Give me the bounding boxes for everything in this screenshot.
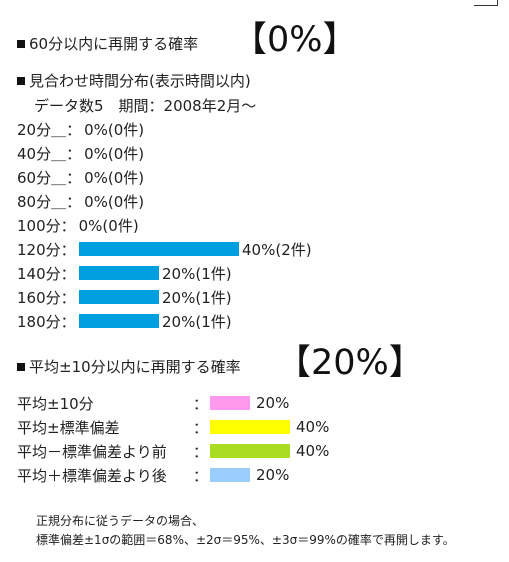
distribution-row: 160分： 20%(1件) <box>17 285 232 309</box>
section1-percent: 【0%】 <box>232 20 358 60</box>
probability-bar <box>210 396 251 410</box>
distribution-row-label: 180分： <box>17 312 76 331</box>
probability-row-separator: ： <box>193 466 209 485</box>
probability-bar <box>210 444 291 458</box>
distribution-row: 120分： 40%(2件) <box>17 237 312 261</box>
probability-row-value: 20% <box>256 466 290 484</box>
probability-row-separator: ： <box>193 394 209 413</box>
probability-bar <box>210 420 291 434</box>
distribution-bar <box>79 314 159 328</box>
distribution-row-value: 0%(0件) <box>84 192 145 211</box>
distribution-row: 20分＿： 0%(0件) <box>17 117 144 141</box>
probability-row-label: 平均－標準偏差より前 <box>17 442 167 461</box>
bullet-square-icon <box>17 362 25 371</box>
distribution-row-value: 0%(0件) <box>78 216 139 235</box>
probability-row-value: 40% <box>296 418 330 436</box>
probability-row-label: 平均±標準偏差 <box>17 418 120 437</box>
distribution-row: 80分＿： 0%(0件) <box>17 189 144 213</box>
probability-row-separator: ： <box>193 442 209 461</box>
corner-mark <box>474 0 498 6</box>
probability-row: 平均±標準偏差 ： 40% <box>17 415 329 439</box>
distribution-row-value: 20%(1件) <box>162 288 232 307</box>
section1-title: 60分以内に再開する確率 <box>29 35 199 53</box>
distribution-row-label: 120分： <box>17 240 76 259</box>
distribution-row: 100分： 0%(0件) <box>17 213 139 237</box>
probability-row-value: 20% <box>256 394 290 412</box>
probability-row-separator: ： <box>193 418 209 437</box>
distribution-row-value: 0%(0件) <box>84 120 145 139</box>
probability-row: 平均＋標準偏差より後 ： 20% <box>17 463 289 487</box>
note-line-1: 正規分布に従うデータの場合、 <box>36 514 205 528</box>
distribution-row-value: 20%(1件) <box>162 264 232 283</box>
distribution-row-label: 160分： <box>17 288 76 307</box>
distribution-row-label: 60分＿： <box>17 168 82 187</box>
note-line-2: 標準偏差±1σの範囲＝68%、±2σ＝95%、±3σ＝99%の確率で再開します。 <box>36 533 455 547</box>
probability-row-label: 平均±10分 <box>17 394 94 413</box>
distribution-row: 180分： 20%(1件) <box>17 309 232 333</box>
distribution-row: 40分＿： 0%(0件) <box>17 141 144 165</box>
probability-row: 平均±10分 ： 20% <box>17 391 289 415</box>
distribution-row-label: 100分： <box>17 216 76 235</box>
probability-row-label: 平均＋標準偏差より後 <box>17 466 167 485</box>
section3-percent: 【20%】 <box>276 343 424 383</box>
probability-bar <box>210 468 251 482</box>
bullet-square-icon <box>17 39 25 48</box>
distribution-row-value: 0%(0件) <box>84 168 145 187</box>
distribution-bar <box>79 266 159 280</box>
section1-heading: 60分以内に再開する確率 <box>17 33 198 54</box>
probability-row: 平均－標準偏差より前 ： 40% <box>17 439 329 463</box>
section2-heading: 見合わせ時間分布(表示時間以内) <box>17 70 251 91</box>
section2-title: 見合わせ時間分布(表示時間以内) <box>29 72 251 90</box>
distribution-row-value: 40%(2件) <box>242 240 312 259</box>
distribution-bar <box>79 290 159 304</box>
distribution-row-label: 20分＿： <box>17 120 82 139</box>
distribution-row-value: 20%(1件) <box>162 312 232 331</box>
distribution-row-label: 140分： <box>17 264 76 283</box>
section3-heading: 平均±10分以内に再開する確率 <box>17 356 241 377</box>
data-meta: データ数5 期間：2008年2月～ <box>34 97 257 115</box>
bullet-square-icon <box>17 76 25 85</box>
distribution-row: 60分＿： 0%(0件) <box>17 165 144 189</box>
distribution-row-label: 40分＿： <box>17 144 82 163</box>
probability-row-value: 40% <box>296 442 330 460</box>
section3-title: 平均±10分以内に再開する確率 <box>29 358 241 376</box>
distribution-row-label: 80分＿： <box>17 192 82 211</box>
distribution-row-value: 0%(0件) <box>84 144 145 163</box>
distribution-row: 140分： 20%(1件) <box>17 261 232 285</box>
distribution-bar <box>79 242 239 256</box>
